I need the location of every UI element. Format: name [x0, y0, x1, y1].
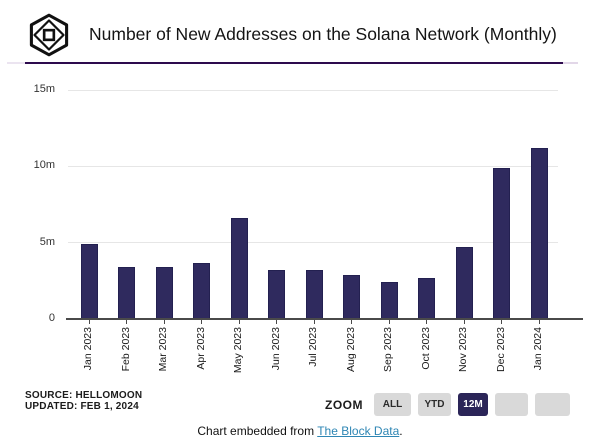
embed-text-suffix: . [399, 424, 403, 438]
chart-title: Number of New Addresses on the Solana Ne… [89, 24, 557, 44]
x-axis-label-aug-2023: Aug 2023 [344, 327, 357, 372]
the-block-logo-icon[interactable] [27, 12, 71, 58]
bar-jan-2024[interactable] [530, 148, 548, 319]
bar-may-2023[interactable] [230, 218, 248, 319]
x-axis-label-dec-2023: Dec 2023 [494, 327, 507, 372]
x-axis-label-sep-2023: Sep 2023 [382, 327, 394, 372]
zoom-button-12m[interactable]: 12M [458, 393, 488, 416]
bar-dec-2023[interactable] [493, 167, 510, 319]
x-axis-tick-oct-2023 [426, 320, 427, 324]
x-axis-label-oct-2023: Oct 2023 [419, 327, 432, 370]
x-axis-label-jul-2023: Jul 2023 [307, 327, 319, 367]
bar-aug-2023[interactable] [343, 274, 360, 319]
source-line: SOURCE: HELLOMOON [25, 390, 143, 401]
x-axis-tick-jul-2023 [313, 320, 315, 324]
x-axis-tick-apr-2023 [201, 320, 202, 324]
embed-attribution: Chart embedded from The Block Data. [0, 424, 600, 438]
x-axis-label-jan-2023: Jan 2023 [82, 327, 94, 371]
embed-text-prefix: Chart embedded from [197, 424, 318, 438]
zoom-button-blank-1[interactable] [495, 393, 528, 416]
zoom-controls: ZOOM ALL YTD 12M [325, 393, 577, 416]
x-axis-label-apr-2023: Apr 2023 [194, 327, 207, 370]
bar-jan-2023[interactable] [80, 244, 98, 319]
source-attribution: SOURCE: HELLOMOON UPDATED: FEB 1, 2024 [25, 390, 143, 412]
bar-jul-2023[interactable] [305, 270, 323, 319]
gridline-5m [68, 242, 558, 244]
x-axis-label-feb-2023: Feb 2023 [119, 327, 132, 372]
zoom-button-all[interactable]: ALL [374, 393, 411, 416]
embed-link[interactable]: The Block Data [317, 424, 400, 438]
bar-mar-2023[interactable] [155, 267, 173, 319]
y-axis-label-5m: 5m [39, 235, 55, 248]
x-axis-label-jan-2024: Jan 2024 [532, 327, 544, 371]
x-axis-tick-may-2023 [238, 320, 240, 324]
header-divider [25, 62, 563, 64]
bar-jun-2023[interactable] [268, 270, 285, 319]
x-axis-label-mar-2023: Mar 2023 [157, 327, 169, 372]
x-axis-tick-sep-2023 [388, 320, 390, 324]
y-axis-label-0: 0 [48, 312, 55, 324]
gridline-15m [68, 89, 558, 91]
x-axis-label-nov-2023: Nov 2023 [457, 327, 469, 372]
x-axis-tick-jan-2023 [88, 320, 90, 324]
bar-apr-2023[interactable] [193, 262, 210, 319]
x-axis-label-jun-2023: Jun 2023 [269, 327, 282, 371]
x-axis-tick-feb-2023 [126, 320, 127, 324]
gridline-10m [68, 165, 558, 167]
x-axis-tick-nov-2023 [463, 320, 465, 324]
y-axis-label-15m: 15m [33, 83, 55, 95]
zoom-button-ytd[interactable]: YTD [418, 393, 451, 416]
bar-nov-2023[interactable] [455, 247, 473, 319]
zoom-controls-label: ZOOM [325, 397, 363, 412]
x-axis-tick-mar-2023 [163, 320, 165, 324]
bar-oct-2023[interactable] [418, 277, 435, 319]
x-axis-tick-jun-2023 [276, 320, 277, 324]
x-axis-line [66, 318, 583, 320]
x-axis-label-may-2023: May 2023 [232, 327, 244, 374]
x-axis-tick-jan-2024 [538, 320, 540, 324]
x-axis-tick-aug-2023 [351, 320, 352, 324]
header-divider-end-left [7, 62, 25, 64]
x-axis-tick-dec-2023 [501, 320, 502, 324]
y-axis-label-10m: 10m [33, 159, 55, 172]
header-divider-end-right [563, 62, 578, 64]
updated-line: UPDATED: FEB 1, 2024 [25, 400, 139, 412]
zoom-button-blank-2[interactable] [535, 393, 570, 416]
bar-sep-2023[interactable] [380, 282, 398, 319]
bar-feb-2023[interactable] [118, 267, 135, 319]
